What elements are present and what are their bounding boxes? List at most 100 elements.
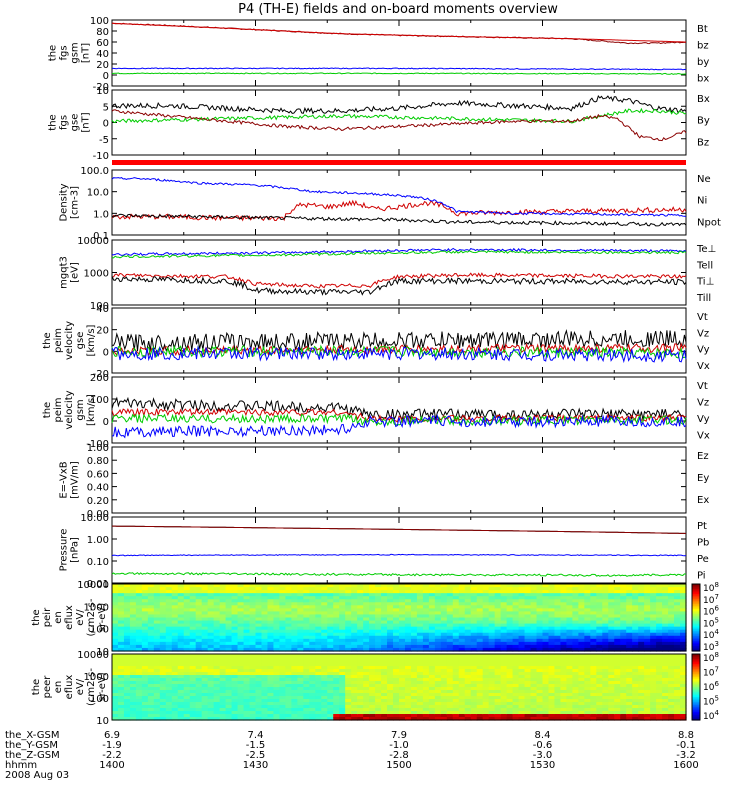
heatmap-cell [297, 663, 304, 667]
heatmap-cell [309, 681, 316, 685]
heatmap-cell [375, 602, 382, 606]
heatmap-cell [225, 654, 233, 658]
heatmap-cell [662, 623, 669, 628]
heatmap-cell [674, 644, 681, 649]
heatmap-cell [548, 699, 556, 703]
y-tick-label: 0.80 [87, 456, 109, 467]
heatmap-cell [327, 602, 334, 606]
legend-Till: Till [696, 293, 711, 304]
heatmap-cell [422, 708, 430, 712]
heatmap-cell [327, 587, 334, 591]
heatmap-cell [554, 644, 562, 649]
heatmap-cell [315, 602, 322, 606]
heatmap-cell [117, 654, 125, 658]
heatmap-cell [399, 717, 406, 721]
heatmap-cell [500, 632, 508, 637]
heatmap-cell [231, 647, 239, 652]
heatmap-cell [620, 702, 627, 706]
colorbar-swatch [692, 635, 700, 639]
heatmap-cell [195, 587, 203, 591]
heatmap-cell [674, 647, 681, 652]
heatmap-cell [153, 702, 161, 706]
heatmap-cell [608, 681, 615, 685]
heatmap-cell [267, 663, 275, 667]
heatmap-cell [279, 666, 286, 670]
heatmap-cell [404, 635, 412, 640]
heatmap-cell [596, 641, 603, 646]
heatmap-cell [249, 702, 257, 706]
heatmap-cell [399, 587, 406, 591]
heatmap-cell [387, 717, 394, 721]
heatmap-cell [327, 629, 334, 634]
legend-Pi: Pi [697, 571, 706, 582]
heatmap-cell [363, 638, 370, 643]
colorbar-swatch [692, 688, 700, 691]
heatmap-cell [171, 666, 179, 670]
heatmap-cell [261, 596, 269, 600]
heatmap-cell [243, 638, 251, 643]
heatmap-cell [560, 696, 568, 700]
heatmap-cell [183, 587, 191, 591]
heatmap-cell [183, 675, 191, 679]
heatmap-cell [141, 654, 149, 658]
heatmap-cell [141, 647, 149, 652]
heatmap-cell [267, 605, 275, 609]
heatmap-cell [171, 584, 179, 588]
heatmap-cell [638, 614, 645, 619]
heatmap-cell [315, 699, 322, 703]
heatmap-cell [363, 644, 370, 649]
y-axis-label-line: en [53, 611, 64, 624]
heatmap-cell [399, 702, 406, 706]
heatmap-cell [674, 632, 681, 637]
heatmap-cell [207, 675, 215, 679]
heatmap-cell [183, 705, 191, 709]
heatmap-cell [345, 647, 352, 652]
heatmap-cell [195, 660, 203, 664]
heatmap-cell [500, 590, 508, 594]
heatmap-cell [440, 684, 448, 688]
heatmap-cell [195, 690, 203, 694]
heatmap-cell [351, 717, 358, 721]
heatmap-cell [351, 587, 358, 591]
heatmap-cell [117, 605, 125, 609]
heatmap-cell [141, 696, 149, 700]
heatmap-cell [572, 641, 579, 646]
heatmap-cell [434, 696, 442, 700]
heatmap-cell [375, 638, 382, 643]
heatmap-cell [518, 657, 526, 661]
heatmap-cell [177, 638, 185, 643]
y-axis-label: mgqt3 [eV] [59, 256, 81, 289]
heatmap-cell [590, 699, 597, 703]
heatmap-cell [147, 635, 155, 640]
heatmap-cell [506, 590, 514, 594]
heatmap-cell [506, 705, 514, 709]
heatmap-cell [620, 623, 627, 628]
heatmap-cell [656, 620, 663, 625]
heatmap-cell [572, 587, 579, 591]
heatmap-cell [434, 587, 442, 591]
heatmap-cell [434, 638, 442, 643]
heatmap-cell [452, 696, 460, 700]
heatmap-cell [542, 641, 550, 646]
heatmap-cell [279, 629, 286, 634]
heatmap-cell [410, 626, 418, 631]
heatmap-cell [369, 717, 376, 721]
legend-Ni: Ni [697, 196, 707, 207]
heatmap-cell [584, 593, 591, 597]
heatmap-cell [255, 687, 263, 691]
heatmap-cell [165, 596, 173, 600]
heatmap-cell [237, 687, 245, 691]
heatmap-cell [225, 669, 233, 673]
y-axis-label: the peer en eflux eV/(cm2-s-sr-eV) [31, 668, 108, 706]
heatmap-cell [213, 660, 221, 664]
heatmap-cell [656, 614, 663, 619]
heatmap-cell [195, 717, 203, 721]
heatmap-cell [536, 666, 544, 670]
heatmap-cell [500, 666, 508, 670]
heatmap-cell [638, 705, 645, 709]
heatmap-cell [213, 666, 221, 670]
colorbar-tick-label: 105 [703, 695, 719, 708]
heatmap-cell [596, 684, 603, 688]
heatmap-cell [213, 693, 221, 697]
heatmap-cell [321, 690, 328, 694]
